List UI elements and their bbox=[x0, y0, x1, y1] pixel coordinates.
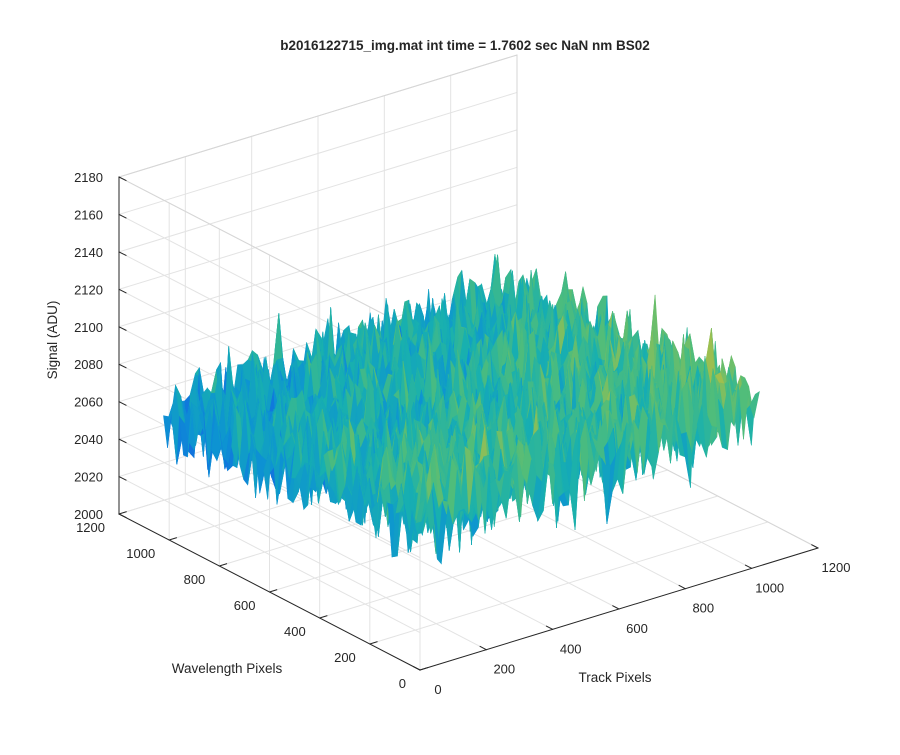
y-tick-label: 400 bbox=[284, 624, 306, 639]
box-edge-top-back bbox=[118, 54, 518, 178]
x-tick-label: 800 bbox=[692, 601, 714, 616]
y-tick-label: 600 bbox=[234, 598, 256, 613]
z-tick bbox=[118, 513, 127, 519]
back-wall-grid-line-z bbox=[118, 166, 518, 290]
z-tick bbox=[118, 438, 127, 444]
y-tick-label: 0 bbox=[399, 676, 406, 691]
y-tick bbox=[168, 537, 177, 541]
surface-facet bbox=[749, 390, 760, 419]
z-tick bbox=[118, 400, 127, 406]
y-tick-label: 800 bbox=[184, 572, 206, 587]
x-axis-label: Track Pixels bbox=[578, 670, 651, 685]
y-tick bbox=[319, 615, 328, 619]
x-tick bbox=[413, 666, 421, 671]
y-tick-label: 200 bbox=[334, 650, 356, 665]
x-tick-label: 600 bbox=[626, 621, 648, 636]
back-wall-grid-line-z bbox=[118, 91, 518, 216]
z-tick bbox=[118, 213, 127, 219]
x-tick-label: 200 bbox=[493, 662, 515, 677]
y-tick-label: 1000 bbox=[126, 546, 155, 561]
back-wall-grid-line-z bbox=[118, 204, 518, 328]
z-tick-label: 2140 bbox=[74, 245, 103, 260]
x-tick-label: 1200 bbox=[822, 560, 851, 575]
x-tick bbox=[545, 625, 554, 631]
x-tick bbox=[744, 564, 753, 570]
floor-grid-line-y bbox=[369, 521, 769, 645]
back-wall-grid-line-z bbox=[118, 241, 518, 365]
z-tick-label: 2040 bbox=[74, 432, 103, 447]
x-tick bbox=[811, 544, 819, 549]
chart-title: b2016122715_img.mat int time = 1.7602 se… bbox=[280, 38, 650, 53]
surface-layer bbox=[163, 254, 760, 565]
x-tick-label: 0 bbox=[434, 682, 441, 697]
z-tick-label: 2080 bbox=[74, 357, 103, 372]
x-tick-label: 1000 bbox=[755, 580, 784, 595]
axes-layer: 0 200 400 600 800 1000 1200 0 200 400 600 800 1000 12… bbox=[74, 170, 850, 697]
z-tick bbox=[118, 288, 127, 294]
z-tick-label: 2180 bbox=[74, 170, 103, 185]
z-tick-label: 2100 bbox=[74, 320, 103, 335]
z-tick bbox=[118, 363, 127, 369]
floor-grid-line-y bbox=[268, 469, 669, 593]
z-tick-label: 2160 bbox=[74, 207, 103, 222]
y-tick bbox=[118, 511, 127, 515]
z-tick-label: 2020 bbox=[74, 470, 103, 485]
z-tick bbox=[118, 251, 127, 257]
z-tick-label: 2060 bbox=[74, 395, 103, 410]
label-layer: b2016122715_img.mat int time = 1.7602 se… bbox=[45, 38, 652, 685]
left-wall-grid-line-z bbox=[118, 475, 421, 634]
x-tick-label: 400 bbox=[560, 641, 582, 656]
y-tick bbox=[268, 589, 278, 593]
box-edge-top-left bbox=[118, 176, 421, 334]
z-tick-label: 2120 bbox=[74, 282, 103, 297]
y-tick bbox=[369, 641, 378, 645]
z-tick bbox=[118, 176, 127, 182]
left-wall-grid-line-z bbox=[118, 438, 421, 596]
x-tick bbox=[479, 645, 488, 651]
back-wall-grid-line-z bbox=[118, 129, 518, 253]
z-tick bbox=[118, 326, 127, 331]
x-tick bbox=[612, 605, 620, 610]
floor-grid-line-y bbox=[319, 495, 719, 619]
z-tick bbox=[118, 475, 127, 481]
y-tick-label: 1200 bbox=[76, 520, 105, 535]
x-tick bbox=[678, 584, 687, 590]
y-axis-label: Wavelength Pixels bbox=[172, 661, 283, 676]
z-axis-label: Signal (ADU) bbox=[45, 301, 60, 380]
y-tick bbox=[419, 667, 428, 671]
y-tick bbox=[218, 563, 228, 567]
z-tick-label: 2000 bbox=[74, 507, 103, 522]
